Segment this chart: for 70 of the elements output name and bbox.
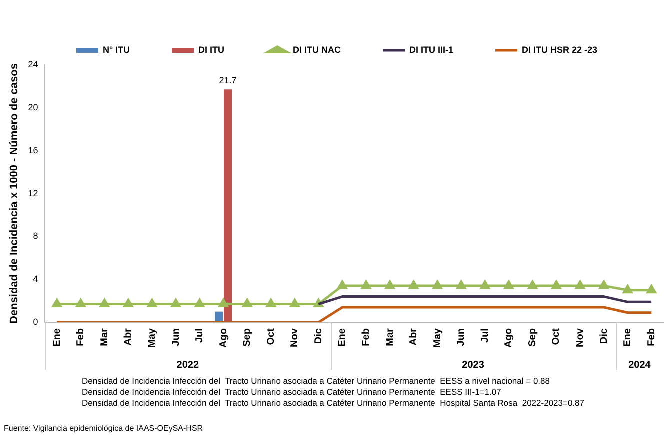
legend-label: DI ITU HSR 22 -23	[522, 44, 598, 55]
point	[266, 299, 276, 308]
y-tick-label: 16	[28, 145, 38, 156]
y-axis-title: Densidad de Incidencia x 1000 - Número de casos	[8, 64, 21, 324]
legend-label: N° ITU	[102, 44, 130, 55]
x-tick-label: Ene	[337, 328, 348, 347]
point	[218, 299, 228, 308]
point	[599, 280, 609, 290]
x-tick-label: Jun	[456, 328, 468, 346]
point	[480, 280, 490, 290]
x-tick-label: May	[146, 328, 158, 348]
x-tick-label: Feb	[76, 328, 87, 346]
x-tick-label: Jul	[480, 328, 491, 343]
x-tick-label: Mar	[384, 328, 396, 346]
x-tick-label: Feb	[360, 328, 372, 346]
y-tick-label: 8	[33, 231, 38, 242]
text: 2024	[628, 360, 652, 371]
x-tick-label: Ene	[52, 328, 63, 347]
point	[171, 299, 181, 308]
x-tick-label: Sep	[242, 328, 254, 347]
x-tick-label: Ago	[504, 328, 515, 348]
x-tick-label: Sep	[527, 328, 538, 347]
point	[124, 299, 134, 308]
x-tick-label: Oct	[551, 328, 562, 346]
point	[432, 280, 442, 290]
point	[242, 299, 252, 308]
x-tick-label: Oct	[266, 328, 277, 346]
x-tick-label: Jul	[194, 328, 206, 343]
x-tick-label: Nov	[575, 328, 586, 348]
x-tick-label: Mar	[99, 328, 110, 346]
x-tick-label: Ene	[622, 328, 634, 347]
legend-label: DI ITU	[198, 44, 225, 55]
point	[576, 280, 585, 290]
point	[385, 280, 395, 290]
x-tick-label: Ago	[218, 328, 230, 348]
point	[409, 280, 419, 290]
x-tick-label: Dic	[313, 328, 324, 344]
point	[504, 280, 514, 290]
y-tick-label: 24	[28, 59, 38, 70]
point	[338, 280, 348, 290]
point	[552, 280, 562, 290]
data-label: 21.7	[219, 76, 237, 86]
y-tick-label: 4	[33, 274, 38, 284]
y-tick-label: 12	[28, 188, 38, 198]
text: Densidad de Incidencia Infección del Tracto Urinario asociada a Catéter Urinario Permanente Hospital Santa Rosa 2022-2023=0.87	[82, 398, 585, 409]
x-tick-label: Feb	[646, 328, 658, 346]
x-tick-label: Jun	[170, 328, 182, 346]
source-note: Fuente: Vigilancia epidemiológica de IAAS-OEySA-HSR	[4, 424, 204, 433]
point	[456, 280, 466, 290]
text: 2022	[176, 360, 200, 371]
y-tick-label: 20	[28, 102, 38, 112]
legend-label: DI ITU III-1	[410, 44, 454, 55]
text: Densidad de Incidencia Infección del Tracto Urinario asociada a Catéter Urinario Permanente EESS III-1=1.07	[82, 387, 502, 398]
x-tick-label: Nov	[290, 328, 301, 348]
x-tick-label: Dic	[598, 328, 610, 344]
point	[100, 299, 110, 308]
point	[623, 285, 633, 294]
x-tick-label: May	[432, 328, 444, 348]
x-tick-label: Abr	[408, 328, 420, 346]
point	[646, 285, 656, 294]
point	[362, 280, 371, 290]
text: Densidad de Incidencia Infección del Tracto Urinario asociada a Catéter Urinario Permanente EESS a nivel nacional = 0.88	[82, 376, 552, 387]
x-tick-label: Abr	[123, 328, 134, 346]
text: 2023	[462, 360, 485, 371]
legend-label: DI ITU NAC	[293, 44, 342, 55]
point	[52, 299, 62, 308]
point	[290, 299, 300, 308]
y-tick-label: 0	[33, 317, 38, 328]
point	[528, 280, 538, 290]
point	[76, 299, 86, 308]
